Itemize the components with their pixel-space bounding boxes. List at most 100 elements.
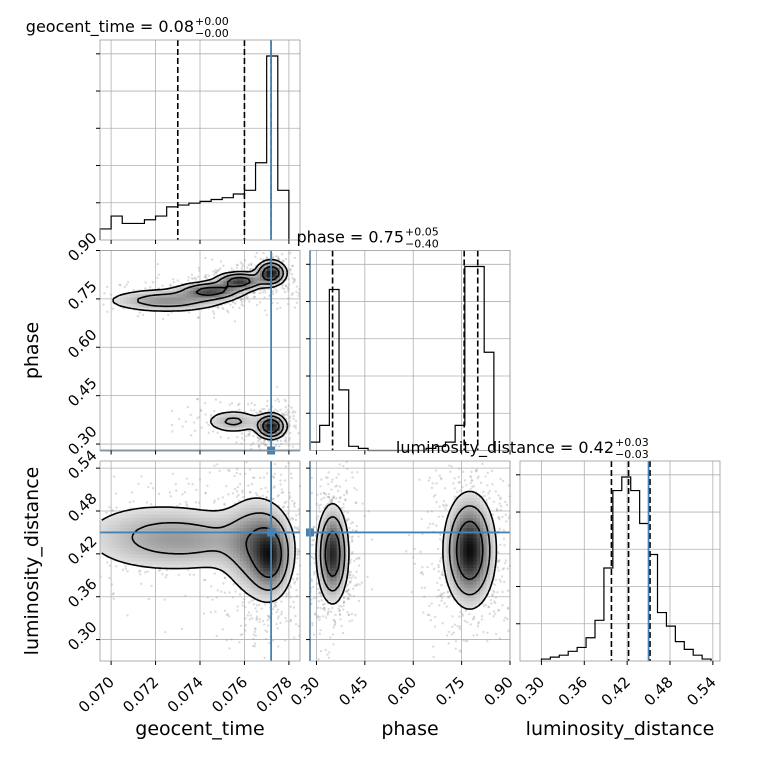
density-cell xyxy=(246,417,251,421)
sample-point xyxy=(108,506,111,509)
sample-point xyxy=(196,397,199,401)
sample-point xyxy=(191,483,194,486)
density-cell xyxy=(170,511,174,515)
sample-point xyxy=(281,412,284,415)
density-cell xyxy=(193,527,197,532)
density-cell xyxy=(256,591,261,595)
density-cell xyxy=(166,297,171,301)
sample-point xyxy=(197,269,201,272)
density-cell xyxy=(256,594,261,598)
sample-point xyxy=(279,439,283,443)
density-cell xyxy=(260,420,264,425)
density-cell xyxy=(290,554,294,558)
density-cell xyxy=(190,293,194,298)
density-cell xyxy=(203,534,207,538)
density-cell xyxy=(250,551,254,555)
sample-point xyxy=(197,275,200,279)
density-cell xyxy=(260,433,264,438)
sample-point xyxy=(447,642,450,645)
sample-point xyxy=(234,302,237,305)
density-cell xyxy=(203,280,207,285)
density-cell xyxy=(260,273,264,278)
density-cell xyxy=(146,300,151,305)
density-cell xyxy=(190,283,194,288)
sample-point xyxy=(341,631,345,635)
density-cell xyxy=(283,427,287,431)
sample-point xyxy=(254,634,258,637)
sample-point xyxy=(294,527,298,530)
sample-point xyxy=(290,476,293,480)
sample-point xyxy=(249,491,252,494)
density-cell xyxy=(163,561,167,565)
sample-point xyxy=(274,605,278,608)
density-cell xyxy=(236,551,241,555)
density-cell xyxy=(153,561,157,565)
sample-point xyxy=(170,409,174,413)
sample-point xyxy=(115,565,118,568)
density-cell xyxy=(240,581,244,585)
sample-point xyxy=(207,423,210,427)
density-cell xyxy=(193,303,197,308)
sample-point xyxy=(213,464,216,467)
density-cell xyxy=(263,263,267,268)
density-cell xyxy=(286,534,291,538)
sample-point xyxy=(197,266,200,270)
density-cell xyxy=(130,524,134,528)
density-cell xyxy=(230,544,234,548)
density-cell xyxy=(143,290,147,295)
density-cell xyxy=(253,427,257,431)
density-cell xyxy=(120,541,124,545)
density-cell xyxy=(233,541,237,545)
sample-point xyxy=(236,609,239,612)
sample-point xyxy=(223,591,227,594)
density-cell xyxy=(253,551,257,555)
density-cell xyxy=(143,521,147,525)
sample-point xyxy=(342,604,345,607)
density-cell xyxy=(116,521,121,525)
density-cell xyxy=(153,534,157,538)
density-cell xyxy=(200,517,204,522)
sample-point xyxy=(240,442,243,445)
density-cell xyxy=(263,591,267,595)
density-cell xyxy=(170,534,174,538)
density-cell xyxy=(166,524,171,528)
density-cell xyxy=(200,541,204,545)
density-cell xyxy=(190,537,194,542)
sample-point xyxy=(287,416,291,419)
density-cell xyxy=(243,551,247,555)
density-cell xyxy=(260,594,264,598)
sample-point xyxy=(311,624,314,627)
density-cell xyxy=(240,270,244,275)
density-cell xyxy=(233,514,237,518)
density-cell xyxy=(116,524,121,528)
density-cell xyxy=(120,554,124,558)
density-cell xyxy=(246,561,251,565)
sample-point xyxy=(345,492,349,495)
sample-point xyxy=(226,613,230,616)
sample-point xyxy=(327,656,331,660)
density-cell xyxy=(276,557,281,562)
density-cell xyxy=(253,417,257,421)
sample-point xyxy=(189,434,193,437)
sample-point xyxy=(459,610,462,614)
density-cell xyxy=(283,267,287,271)
density-cell xyxy=(276,547,281,552)
sample-point xyxy=(258,445,261,449)
density-cell xyxy=(180,511,184,515)
density-cell xyxy=(230,551,234,555)
density-cell xyxy=(236,423,241,428)
density-cell xyxy=(216,541,221,545)
density-cell xyxy=(183,557,187,562)
density-cell xyxy=(273,524,277,528)
density-cell xyxy=(126,297,131,301)
sample-point xyxy=(192,277,195,280)
sample-point xyxy=(217,269,221,272)
sample-point xyxy=(228,591,231,594)
sample-point xyxy=(124,567,127,571)
sample-point xyxy=(138,311,142,314)
sample-point xyxy=(216,463,219,466)
density-cell xyxy=(266,594,271,598)
density-cell xyxy=(173,307,177,311)
sample-point xyxy=(503,561,507,565)
density-cell xyxy=(250,584,254,588)
